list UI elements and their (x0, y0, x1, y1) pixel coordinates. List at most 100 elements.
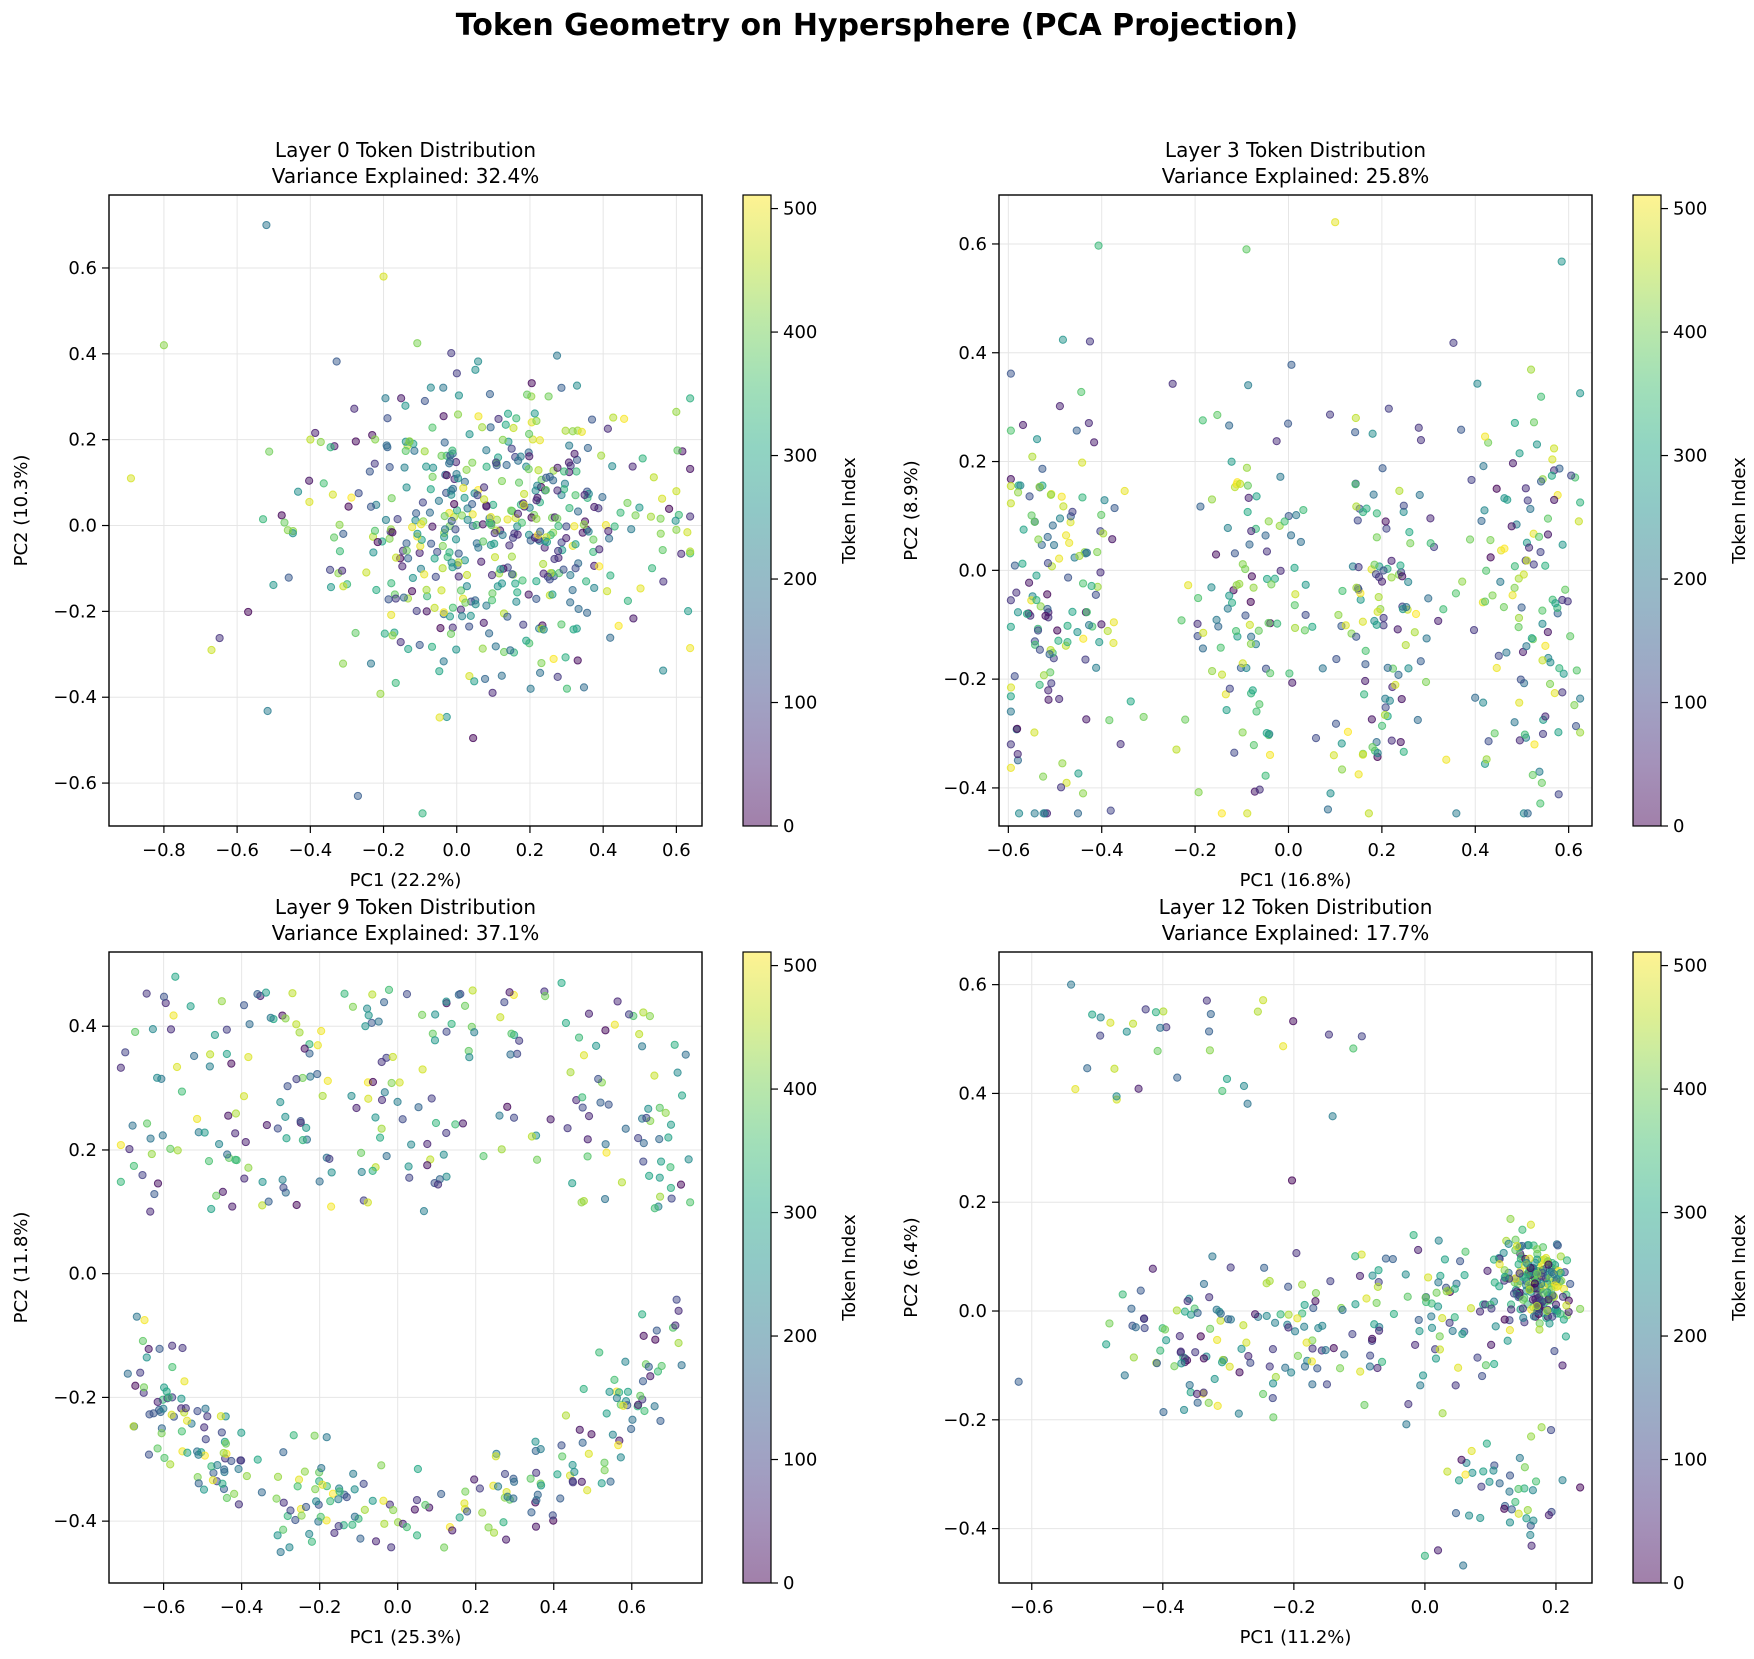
scatter-point (1469, 625, 1479, 635)
scatter-point (1264, 517, 1273, 526)
scatter-point (1217, 670, 1227, 679)
scatter-point (142, 1353, 151, 1362)
x-tick-label: 0.2 (461, 1597, 490, 1618)
scatter-point (1325, 410, 1335, 419)
scatter-point (146, 1134, 155, 1143)
scatter-point (1530, 740, 1539, 749)
scatter-point (578, 1093, 587, 1102)
scatter-point (1068, 607, 1077, 616)
scatter-point (300, 1467, 309, 1476)
scatter-point (398, 562, 407, 571)
scatter-point (405, 437, 414, 446)
scatter-point (1006, 683, 1016, 692)
scatter-point (339, 582, 348, 591)
scatter-point (1543, 1306, 1552, 1316)
scatter-point (1518, 1225, 1527, 1234)
scatter-point (205, 1062, 214, 1071)
scatter-point (1205, 1293, 1214, 1302)
scatter-point (1526, 1432, 1536, 1441)
scatter-point (356, 1534, 365, 1543)
scatter-point (412, 1531, 422, 1540)
scatter-point (1226, 1263, 1235, 1272)
scatter-point (177, 1087, 187, 1096)
scatter-point (1014, 1377, 1023, 1386)
scatter-point (266, 1013, 275, 1022)
scatter-point (1223, 604, 1232, 613)
scatter-point (1404, 577, 1413, 587)
scatter-point (1576, 389, 1585, 398)
scatter-point (485, 629, 494, 638)
scatter-point (1270, 574, 1280, 583)
scatter-point (1358, 750, 1367, 759)
scatter-point (1300, 1362, 1310, 1371)
scatter-point (142, 989, 151, 998)
scatter-point (295, 1028, 304, 1037)
scatter-point (447, 558, 456, 567)
scatter-point (610, 522, 619, 531)
scatter-point (531, 1522, 541, 1531)
scatter-point (482, 601, 491, 610)
scatter-point (1159, 1407, 1168, 1417)
scatter-point (1311, 1288, 1321, 1298)
scatter-point (350, 1512, 359, 1521)
x-tick-label: 0.0 (1274, 840, 1303, 861)
scatter-point (1558, 1361, 1567, 1370)
scatter-point (418, 1010, 427, 1019)
scatter-point (639, 1331, 648, 1341)
scatter-point (451, 535, 461, 544)
scatter-point (489, 500, 498, 509)
scatter-point (347, 493, 356, 502)
scatter-point (407, 587, 417, 596)
scatter-point (562, 522, 571, 531)
scatter-point (213, 1461, 222, 1470)
scatter-point (1438, 1409, 1447, 1418)
y-tick-label: 0.2 (958, 1192, 987, 1213)
scatter-point (1561, 585, 1570, 594)
scatter-point (1247, 526, 1256, 536)
scatter-point (442, 712, 451, 722)
scatter-point (644, 1104, 653, 1113)
scatter-point (374, 1017, 383, 1026)
scatter-point (207, 1204, 216, 1214)
scatter-point (1252, 492, 1261, 501)
scatter-point (571, 564, 580, 573)
scatter-point (583, 443, 593, 453)
scatter-point (584, 1449, 593, 1458)
scatter-point (428, 472, 437, 481)
scatter-point (623, 498, 632, 508)
x-tick-label: −0.2 (298, 1597, 342, 1618)
scatter-point (1222, 1074, 1232, 1084)
x-tick-label: 0.6 (617, 1597, 646, 1618)
scatter-point (330, 1528, 339, 1538)
scatter-point (574, 604, 583, 614)
scatter-point (1414, 423, 1423, 432)
scatter-point (172, 1062, 182, 1072)
scatter-point (312, 1497, 321, 1506)
scatter-point (434, 496, 443, 505)
scatter-point (194, 1479, 203, 1488)
scatter-point (1088, 1010, 1097, 1019)
scatter-point (595, 545, 604, 554)
scatter-point (600, 1458, 609, 1467)
scatter-point (325, 1154, 334, 1164)
scatter-point (440, 438, 449, 447)
scatter-point (388, 1052, 397, 1062)
scatter-point (1341, 621, 1350, 630)
scatter-point (595, 562, 604, 571)
scatter-point (340, 989, 349, 998)
scatter-point (1459, 1561, 1468, 1570)
y-tick-label: −0.2 (943, 669, 987, 690)
scatter-point (478, 520, 487, 529)
y-tick-label: 0.6 (958, 234, 987, 255)
scatter-point (438, 564, 447, 573)
scatter-point (445, 457, 455, 466)
scatter-point (328, 490, 337, 499)
scatter-point (1032, 595, 1041, 605)
scatter-point (505, 541, 514, 550)
scatter-point (1476, 1513, 1485, 1523)
scatter-point (655, 1103, 664, 1112)
scatter-point (218, 1479, 227, 1488)
scatter-point (317, 1463, 326, 1473)
scatter-point (1193, 593, 1203, 603)
scatter-point (1522, 556, 1532, 565)
